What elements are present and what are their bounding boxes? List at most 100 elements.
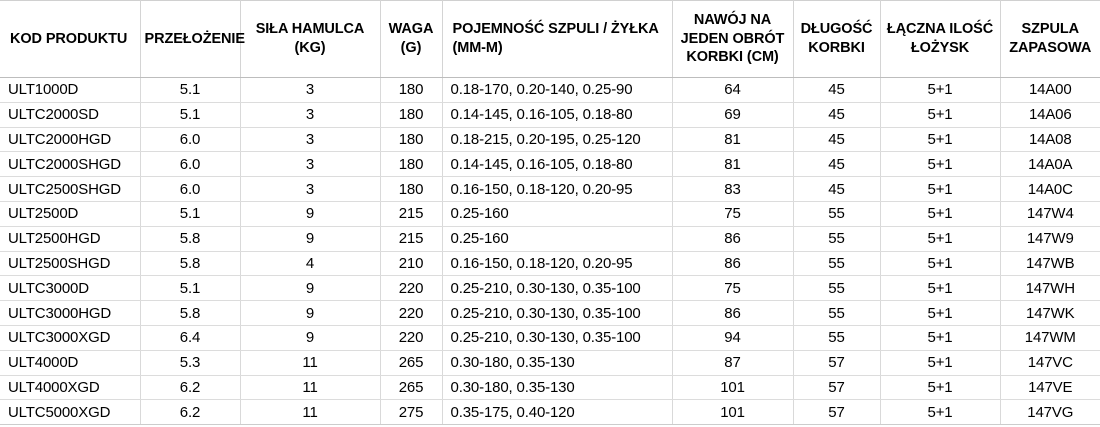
- cell-weight: 180: [380, 102, 443, 128]
- cell-bear: 5+1: [880, 399, 1001, 426]
- table-row: ULTC3000XGD 6.4 9 220 0.25-210, 0.30-130, 0.…: [0, 325, 1100, 351]
- column-header-cap: POJEMNOŚĆ SZPULI / ŻYŁKA (MM-M): [442, 0, 673, 78]
- column-header-spool-line-1: SZPULA: [1021, 21, 1080, 38]
- cell-bear: 5+1: [880, 350, 1001, 376]
- cell-retr: 101: [672, 399, 794, 426]
- cell-cap: 0.18-215, 0.20-195, 0.25-120: [442, 127, 673, 153]
- cell-code: ULTC2000HGD: [0, 127, 141, 153]
- cell-brake: 9: [240, 325, 381, 351]
- cell-ratio: 6.4: [140, 325, 241, 351]
- cell-weight: 220: [380, 300, 443, 326]
- cell-handle: 45: [793, 176, 881, 202]
- cell-weight: 265: [380, 375, 443, 401]
- cell-bear: 5+1: [880, 176, 1001, 202]
- table-row: ULT4000D 5.3 11 265 0.30-180, 0.35-130 87 57 5+…: [0, 350, 1100, 376]
- cell-brake: 11: [240, 350, 381, 376]
- column-header-brake-line-1: SIŁA HAMULCA: [255, 21, 365, 38]
- column-header-weight-line-2: (G): [400, 40, 422, 56]
- cell-bear: 5+1: [880, 102, 1001, 128]
- cell-weight: 180: [380, 151, 443, 178]
- column-header-retr-line-3: KORBKI (CM): [686, 49, 779, 66]
- cell-handle: 45: [793, 102, 881, 128]
- cell-bear: 5+1: [880, 226, 1001, 252]
- cell-handle: 55: [793, 226, 881, 252]
- cell-handle: 57: [793, 375, 881, 401]
- cell-ratio: 5.1: [140, 201, 241, 227]
- cell-handle: 55: [793, 275, 881, 302]
- cell-ratio: 5.8: [140, 251, 241, 277]
- table-header: KOD PRODUKTU PRZEŁOŻENIE SIŁA HAMULCA (KG) W…: [0, 0, 1100, 78]
- cell-spool: 147VC: [1000, 350, 1100, 376]
- cell-bear: 5+1: [880, 325, 1001, 351]
- cell-code: ULTC3000HGD: [0, 300, 141, 326]
- cell-spool: 147WB: [1000, 251, 1100, 277]
- cell-handle: 57: [793, 399, 881, 426]
- cell-retr: 86: [672, 300, 794, 326]
- cell-code: ULTC3000D: [0, 275, 141, 302]
- table-row: ULTC3000HGD 5.8 9 220 0.25-210, 0.30-130, 0.…: [0, 300, 1100, 326]
- cell-ratio: 5.3: [140, 350, 241, 376]
- cell-spool: 147VE: [1000, 375, 1100, 401]
- column-header-handle-line-2: KORBKI: [808, 40, 865, 56]
- cell-weight: 180: [380, 127, 443, 153]
- cell-bear: 5+1: [880, 375, 1001, 401]
- cell-weight: 215: [380, 226, 443, 252]
- cell-code: ULT2500D: [0, 201, 141, 227]
- cell-cap: 0.35-175, 0.40-120: [442, 399, 673, 426]
- cell-code: ULTC2500SHGD: [0, 176, 141, 202]
- table-row: ULT2500HGD 5.8 9 215 0.25-160 86 55 5+1 147W9: [0, 226, 1100, 252]
- cell-retr: 64: [672, 77, 794, 103]
- cell-spool: 14A08: [1000, 127, 1100, 153]
- cell-cap: 0.18-170, 0.20-140, 0.25-90: [442, 77, 673, 103]
- cell-spool: 14A0C: [1000, 176, 1100, 202]
- header-row: KOD PRODUKTU PRZEŁOŻENIE SIŁA HAMULCA (KG) W…: [0, 0, 1100, 78]
- cell-spool: 147W9: [1000, 226, 1100, 252]
- cell-spool: 14A0A: [1000, 151, 1100, 178]
- cell-ratio: 6.0: [140, 151, 241, 178]
- table-row: ULT4000XGD 6.2 11 265 0.30-180, 0.35-130 101 5…: [0, 375, 1100, 401]
- cell-brake: 9: [240, 275, 381, 302]
- table-row: ULTC2000SHGD 6.0 3 180 0.14-145, 0.16-105, 0…: [0, 151, 1100, 178]
- cell-brake: 3: [240, 176, 381, 202]
- column-header-code-line-1: KOD PRODUKTU: [10, 30, 128, 47]
- cell-weight: 265: [380, 350, 443, 376]
- column-header-cap-line-1: POJEMNOŚĆ SZPULI / ŻYŁKA: [452, 21, 659, 38]
- column-header-weight-line-1: WAGA: [388, 21, 434, 38]
- cell-spool: 147W4: [1000, 201, 1100, 227]
- cell-weight: 210: [380, 251, 443, 277]
- cell-code: ULT2500SHGD: [0, 251, 141, 277]
- column-header-spool: SZPULA ZAPASOWA: [1000, 0, 1100, 78]
- cell-handle: 45: [793, 77, 881, 103]
- cell-cap: 0.25-160: [442, 201, 673, 227]
- cell-ratio: 6.0: [140, 127, 241, 153]
- cell-brake: 9: [240, 201, 381, 227]
- cell-brake: 4: [240, 251, 381, 277]
- cell-retr: 86: [672, 251, 794, 277]
- table-row: ULT1000D 5.1 3 180 0.18-170, 0.20-140, 0.25-…: [0, 77, 1100, 103]
- cell-retr: 75: [672, 201, 794, 227]
- cell-cap: 0.25-160: [442, 226, 673, 252]
- cell-bear: 5+1: [880, 201, 1001, 227]
- table-row: ULTC5000XGD 6.2 11 275 0.35-175, 0.40-120 101…: [0, 399, 1100, 426]
- column-header-ratio-line-1: PRZEŁOŻENIE: [144, 30, 246, 47]
- cell-brake: 3: [240, 77, 381, 103]
- cell-retr: 86: [672, 226, 794, 252]
- cell-bear: 5+1: [880, 251, 1001, 277]
- cell-cap: 0.30-180, 0.35-130: [442, 375, 673, 401]
- cell-brake: 9: [240, 226, 381, 252]
- column-header-bear-line-2: ŁOŻYSK: [910, 40, 970, 56]
- cell-handle: 45: [793, 151, 881, 178]
- cell-bear: 5+1: [880, 275, 1001, 302]
- cell-code: ULTC2000SHGD: [0, 151, 141, 178]
- cell-brake: 3: [240, 151, 381, 178]
- cell-weight: 220: [380, 325, 443, 351]
- cell-brake: 11: [240, 399, 381, 426]
- table-row: ULTC2000SD 5.1 3 180 0.14-145, 0.16-105, 0.1…: [0, 102, 1100, 128]
- cell-spool: 14A00: [1000, 77, 1100, 103]
- column-header-code: KOD PRODUKTU: [0, 0, 141, 78]
- table-row: ULT2500D 5.1 9 215 0.25-160 75 55 5+1 147W4: [0, 201, 1100, 227]
- cell-code: ULT4000D: [0, 350, 141, 376]
- cell-handle: 55: [793, 325, 881, 351]
- cell-weight: 180: [380, 77, 443, 103]
